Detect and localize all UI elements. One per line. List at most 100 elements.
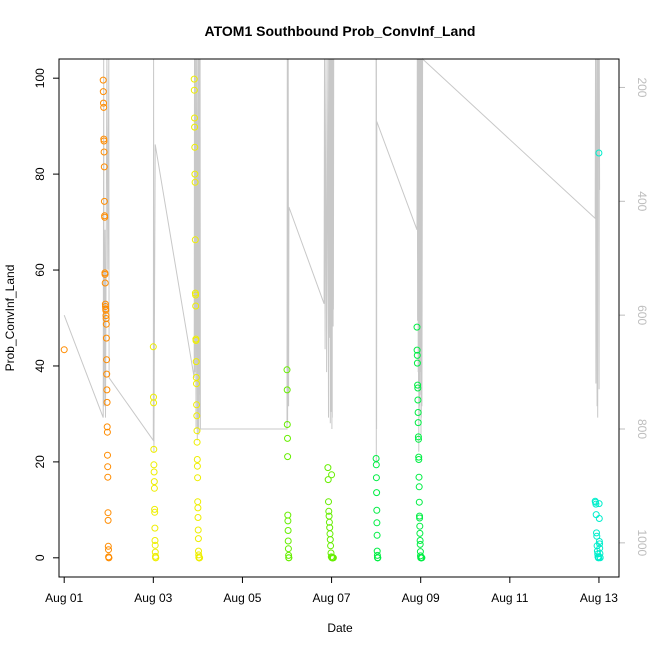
data-point — [328, 471, 336, 479]
data-point — [414, 381, 422, 389]
data-point — [284, 517, 292, 525]
right-tick-label: 1000 — [635, 529, 649, 556]
data-point — [150, 468, 158, 476]
data-point — [414, 409, 422, 416]
data-point — [104, 509, 112, 517]
data-point — [413, 346, 421, 354]
x-tick-label: Aug 07 — [313, 591, 351, 605]
data-point — [283, 366, 291, 374]
data-point — [151, 524, 159, 532]
data-point — [104, 463, 112, 471]
data-point — [103, 398, 111, 406]
data-point — [191, 143, 199, 151]
data-point — [413, 323, 421, 331]
data-point — [416, 522, 424, 530]
data-point — [415, 453, 423, 461]
data-point — [150, 484, 158, 492]
data-point — [103, 370, 111, 378]
data-point — [194, 498, 202, 506]
right-tick-label: 600 — [635, 305, 649, 325]
data-point — [194, 474, 202, 482]
data-point — [325, 518, 333, 526]
data-point — [192, 337, 200, 344]
y-axis-label: Prob_ConvInf_Land — [3, 265, 17, 372]
data-point — [196, 554, 204, 562]
series-1 — [149, 75, 204, 562]
series-3 — [372, 323, 426, 562]
data-point — [151, 541, 159, 549]
y-tick-label: 80 — [33, 167, 47, 181]
data-point — [283, 386, 291, 394]
data-point — [374, 554, 382, 562]
data-point — [192, 302, 200, 310]
data-point — [415, 498, 423, 506]
data-point — [102, 320, 110, 328]
data-point — [596, 550, 604, 557]
data-point — [285, 554, 293, 562]
data-point — [596, 544, 604, 552]
data-point — [284, 537, 292, 545]
data-point — [104, 451, 111, 459]
data-point — [99, 76, 107, 84]
data-point — [194, 526, 202, 534]
series-0 — [60, 76, 113, 562]
data-point — [149, 343, 157, 351]
data-point — [414, 396, 422, 404]
data-point — [595, 500, 603, 508]
data-point — [325, 498, 332, 506]
data-point — [150, 478, 158, 486]
data-point — [373, 551, 381, 559]
x-tick-label: Aug 01 — [45, 591, 83, 605]
data-point — [191, 178, 199, 186]
data-point — [104, 542, 112, 550]
data-point — [372, 474, 380, 482]
data-point — [100, 99, 107, 107]
data-point — [104, 516, 112, 524]
data-point — [101, 213, 109, 221]
series-2 — [283, 366, 337, 562]
data-point — [103, 356, 111, 364]
data-point — [152, 554, 160, 562]
data-point — [284, 453, 292, 461]
data-point — [150, 461, 158, 469]
data-point — [416, 529, 424, 537]
x-axis-label: Date — [327, 621, 353, 635]
data-point — [102, 334, 110, 342]
data-point — [284, 527, 292, 534]
data-point — [592, 511, 600, 519]
x-tick-label: Aug 03 — [134, 591, 172, 605]
data-point — [373, 489, 381, 497]
data-point — [104, 473, 112, 481]
y-tick-label: 60 — [33, 263, 47, 277]
right-tick-label: 400 — [635, 191, 649, 211]
data-point — [194, 535, 202, 543]
data-point — [284, 545, 292, 553]
data-point — [329, 554, 337, 562]
data-point — [102, 306, 110, 314]
data-point — [102, 312, 110, 320]
data-point — [414, 384, 422, 392]
data-point — [415, 456, 423, 463]
data-point — [414, 433, 422, 441]
data-point — [595, 149, 603, 157]
data-point — [325, 507, 333, 515]
data-point — [193, 427, 201, 435]
data-point — [194, 504, 202, 512]
data-point — [100, 148, 108, 156]
data-point — [101, 270, 109, 278]
axes-layer: Aug 01 Aug 03 Aug 05 Aug 07 Aug 09 Aug 11 Aug … — [33, 68, 649, 605]
data-point — [596, 540, 604, 548]
data-point — [193, 438, 201, 446]
data-point — [192, 291, 200, 299]
data-point — [100, 103, 108, 111]
data-point — [592, 500, 600, 508]
series-4 — [591, 149, 604, 562]
data-point — [103, 423, 111, 431]
data-point — [193, 462, 201, 470]
plot-frame — [58, 58, 620, 578]
x-tick-label: Aug 09 — [402, 591, 440, 605]
data-point — [103, 428, 111, 436]
data-point — [595, 515, 603, 522]
x-tick-label: Aug 05 — [223, 591, 261, 605]
